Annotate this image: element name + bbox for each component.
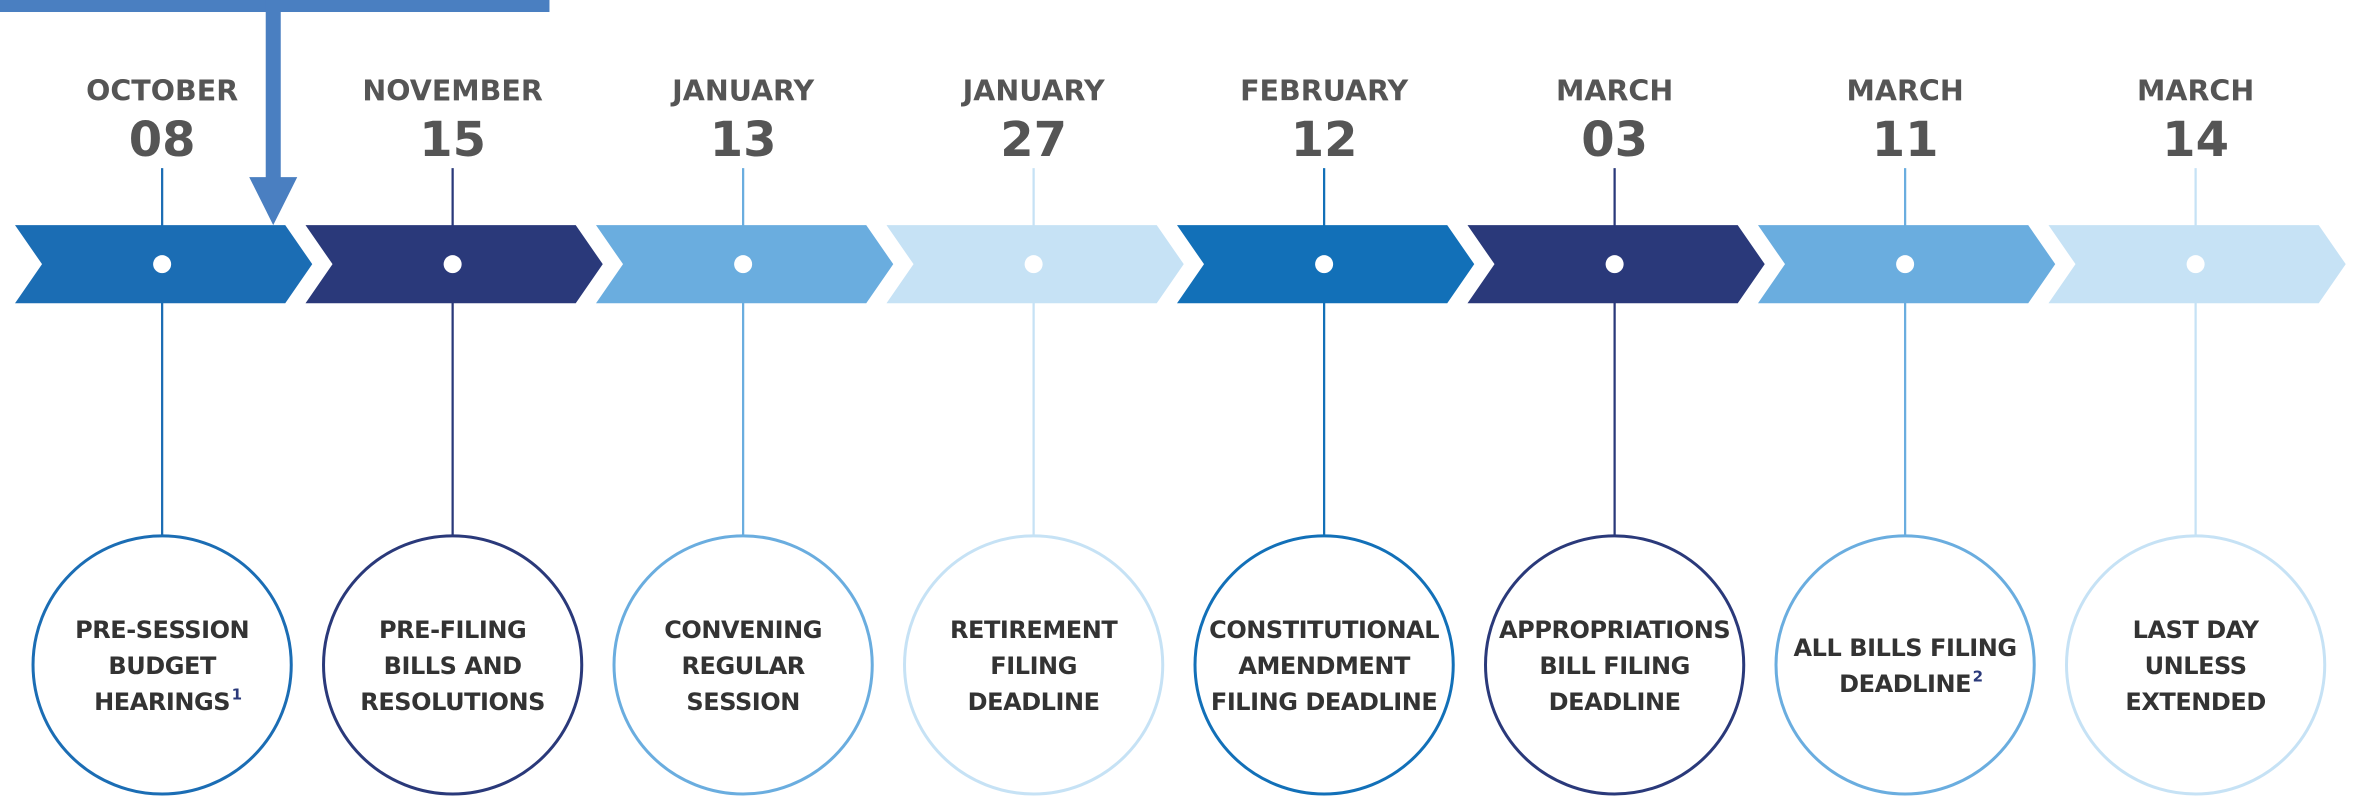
month: JANUARY <box>670 75 814 108</box>
day: 14 <box>2162 112 2229 168</box>
label-line: HEARINGS <box>94 688 230 716</box>
day: 15 <box>419 112 486 168</box>
label-line: SESSION <box>686 688 799 716</box>
month: MARCH <box>2137 75 2254 108</box>
month: OCTOBER <box>86 75 238 108</box>
label-line: PRE-SESSION <box>75 616 249 644</box>
footnote-mark: 1 <box>232 685 242 703</box>
label-line: FILING DEADLINE <box>1211 688 1437 716</box>
dot <box>1605 255 1624 274</box>
day: 11 <box>1872 112 1939 168</box>
label-line: CONVENING <box>664 616 822 644</box>
label-line: APPROPRIATIONS <box>1499 616 1730 644</box>
label-line: DEADLINE <box>1549 688 1681 716</box>
label-line: DEADLINE <box>968 688 1100 716</box>
month: MARCH <box>1847 75 1964 108</box>
label-line: AMENDMENT <box>1238 652 1411 680</box>
dot <box>734 255 753 274</box>
label-line: FILING <box>990 652 1077 680</box>
label-circle <box>1774 534 2036 796</box>
label-circle <box>1193 534 1455 796</box>
label-line: RETIREMENT <box>950 616 1118 644</box>
label-circle <box>31 534 293 796</box>
label-line: ALL BILLS FILING <box>1794 634 2017 662</box>
arrow-shaft <box>265 0 281 181</box>
label-line: CONSTITUTIONAL <box>1209 616 1439 644</box>
month: MARCH <box>1556 75 1673 108</box>
label-line: LAST DAY <box>2133 616 2260 644</box>
dot <box>443 255 462 274</box>
dot <box>1896 255 1915 274</box>
label-circle <box>2065 534 2327 796</box>
label-line: EXTENDED <box>2125 688 2265 716</box>
footnote-mark: 2 <box>1973 667 1983 685</box>
month: FEBRUARY <box>1240 75 1408 108</box>
label-circle <box>903 534 1165 796</box>
label-line: UNLESS <box>2145 652 2247 680</box>
dot <box>153 255 172 274</box>
day: 12 <box>1291 112 1358 168</box>
label-circle <box>322 534 584 796</box>
dot <box>2186 255 2205 274</box>
month: NOVEMBER <box>362 75 542 108</box>
dot <box>1315 255 1334 274</box>
label-line: BILL FILING <box>1539 652 1690 680</box>
day: 13 <box>710 112 777 168</box>
day: 27 <box>1000 112 1067 168</box>
dot <box>1024 255 1043 274</box>
label-line: BILLS AND <box>384 652 522 680</box>
label-line: RESOLUTIONS <box>360 688 545 716</box>
label-line: DEADLINE <box>1839 670 1971 698</box>
label-line: PRE-FILING <box>379 616 526 644</box>
label-line: REGULAR <box>681 652 804 680</box>
arrow-head <box>249 177 298 226</box>
month: JANUARY <box>961 75 1105 108</box>
label-line: BUDGET <box>108 652 217 680</box>
label-circle <box>612 534 874 796</box>
day: 08 <box>129 112 196 168</box>
label-circle <box>1484 534 1746 796</box>
day: 03 <box>1581 112 1648 168</box>
